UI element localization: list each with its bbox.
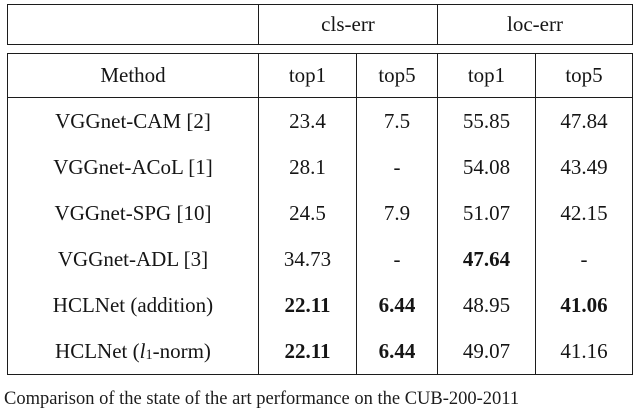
method-text-suffix: -norm) bbox=[152, 338, 211, 363]
value-cell: 7.9 bbox=[356, 190, 437, 236]
value-cell: 6.44 bbox=[356, 328, 437, 374]
group-header-loc-err: loc-err bbox=[437, 5, 632, 44]
value-cell: 7.5 bbox=[356, 98, 437, 144]
value-cell: 34.73 bbox=[258, 236, 356, 282]
group-header-cls-err: cls-err bbox=[258, 5, 437, 44]
method-cell: HCLNet (l 1 -norm) bbox=[55, 338, 211, 363]
results-table: Method top1 top5 top1 top5 VGGnet-CAM [2… bbox=[7, 53, 633, 375]
value-cell: 42.15 bbox=[535, 190, 632, 236]
table-row: VGGnet-CAM [2] 23.4 7.5 55.85 47.84 bbox=[8, 98, 632, 144]
table-group-header-row: cls-err loc-err bbox=[7, 4, 633, 45]
method-variable: l bbox=[139, 338, 146, 363]
value-cell: 51.07 bbox=[437, 190, 535, 236]
col-header-cls-top1: top1 bbox=[258, 54, 356, 97]
value-cell: 48.95 bbox=[437, 282, 535, 328]
method-cell: VGGnet-ACoL [1] bbox=[53, 154, 213, 179]
value-cell: - bbox=[356, 236, 437, 282]
value-cell: 54.08 bbox=[437, 144, 535, 190]
value-cell: 22.11 bbox=[258, 328, 356, 374]
value-cell: 41.06 bbox=[535, 282, 632, 328]
value-cell: 49.07 bbox=[437, 328, 535, 374]
table-row: VGGnet-ADL [3] 34.73 - 47.64 - bbox=[8, 236, 632, 282]
col-header-loc-top5: top5 bbox=[535, 54, 632, 97]
value-cell: 23.4 bbox=[258, 98, 356, 144]
table-row: HCLNet (l 1 -norm) 22.11 6.44 49.07 41.16 bbox=[8, 328, 632, 374]
value-cell: 6.44 bbox=[356, 282, 437, 328]
value-cell: 55.85 bbox=[437, 98, 535, 144]
group-header-empty bbox=[8, 5, 258, 44]
value-cell: 43.49 bbox=[535, 144, 632, 190]
method-cell: VGGnet-ADL [3] bbox=[57, 246, 209, 271]
value-cell: 22.11 bbox=[258, 282, 356, 328]
column-header-row: Method top1 top5 top1 top5 bbox=[8, 54, 632, 98]
method-cell: HCLNet (addition) bbox=[52, 292, 214, 317]
col-header-method: Method bbox=[100, 63, 166, 87]
value-cell: 41.16 bbox=[535, 328, 632, 374]
table-row: HCLNet (addition) 22.11 6.44 48.95 41.06 bbox=[8, 282, 632, 328]
col-header-loc-top1: top1 bbox=[437, 54, 535, 97]
table-row: VGGnet-SPG [10] 24.5 7.9 51.07 42.15 bbox=[8, 190, 632, 236]
value-cell: 24.5 bbox=[258, 190, 356, 236]
method-text-prefix: HCLNet ( bbox=[55, 338, 140, 363]
figure-caption: Comparison of the state of the art perfo… bbox=[4, 389, 520, 409]
col-header-cls-top5: top5 bbox=[356, 54, 437, 97]
table-row: VGGnet-ACoL [1] 28.1 - 54.08 43.49 bbox=[8, 144, 632, 190]
method-cell: VGGnet-CAM [2] bbox=[55, 108, 211, 133]
value-cell: - bbox=[356, 144, 437, 190]
value-cell: 47.64 bbox=[437, 236, 535, 282]
value-cell: 47.84 bbox=[535, 98, 632, 144]
value-cell: - bbox=[535, 236, 632, 282]
method-cell: VGGnet-SPG [10] bbox=[54, 200, 212, 225]
value-cell: 28.1 bbox=[258, 144, 356, 190]
